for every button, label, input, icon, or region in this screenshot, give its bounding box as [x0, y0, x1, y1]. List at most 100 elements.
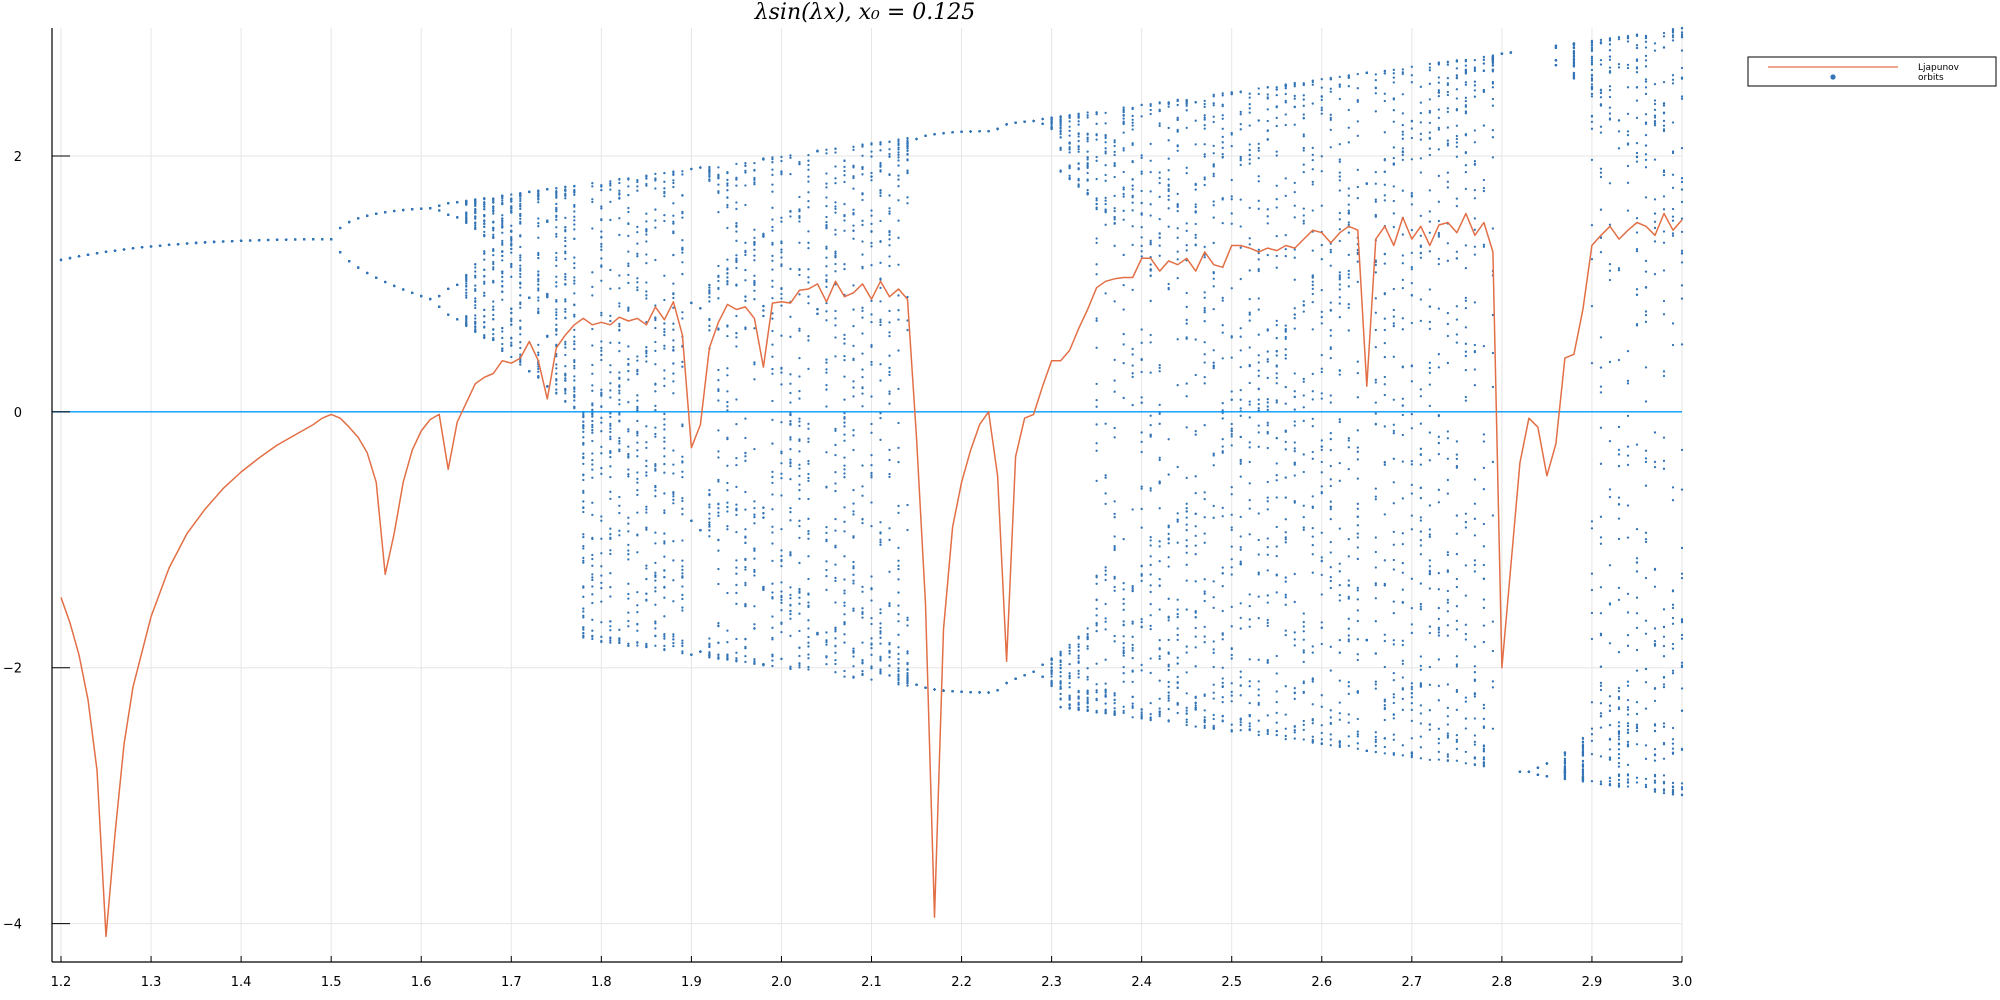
orbit-point: [726, 171, 729, 175]
orbit-point: [465, 221, 468, 225]
orbit-point: [645, 592, 648, 595]
orbit-point: [492, 212, 495, 215]
orbit-point: [609, 620, 612, 623]
orbit-point: [474, 263, 477, 266]
orbit-point: [897, 559, 900, 562]
orbit-point: [645, 253, 648, 256]
orbit-point: [519, 197, 522, 201]
orbit-point: [744, 558, 747, 561]
orbit-point: [771, 525, 774, 528]
orbit-point: [753, 274, 756, 277]
orbit-point: [843, 219, 846, 222]
orbit-point: [519, 234, 522, 237]
orbit-point: [798, 329, 801, 332]
orbit-point: [852, 560, 855, 564]
orbit-point: [609, 527, 612, 530]
orbit-point: [654, 432, 657, 436]
orbit-point: [474, 210, 477, 213]
orbit-point: [789, 634, 792, 638]
orbit-point: [627, 611, 630, 614]
orbit-point: [825, 485, 828, 488]
orbit-point: [780, 450, 783, 453]
orbit-point: [609, 182, 612, 185]
orbit-point: [618, 177, 621, 181]
orbit-point: [672, 559, 675, 562]
orbit-point: [609, 549, 612, 552]
orbit-point: [591, 200, 594, 204]
orbit-point: [852, 224, 855, 227]
orbit-point: [717, 210, 720, 214]
orbit-point: [600, 621, 603, 624]
orbit-point: [807, 437, 810, 440]
orbit-point: [492, 313, 495, 317]
orbit-point: [735, 591, 738, 595]
orbit-point: [672, 633, 675, 636]
orbit-point: [537, 351, 540, 354]
orbit-point: [537, 277, 540, 281]
orbit-point: [645, 240, 648, 243]
orbit-point: [771, 225, 774, 229]
orbit-point: [600, 265, 603, 268]
orbit-point: [654, 579, 657, 582]
orbit-point: [492, 233, 495, 236]
orbit-point: [726, 390, 729, 393]
orbit-point: [492, 305, 495, 308]
orbit-point: [807, 281, 810, 284]
orbit-point: [870, 363, 873, 366]
orbit-point: [681, 261, 684, 264]
orbit-point: [789, 438, 792, 441]
orbit-point: [546, 188, 549, 191]
orbit-point: [645, 464, 648, 468]
orbit-point: [798, 629, 801, 633]
orbit-point: [870, 647, 873, 650]
orbit-point: [627, 530, 630, 533]
orbit-point: [483, 225, 486, 229]
orbit-point: [357, 266, 360, 269]
orbit-point: [798, 216, 801, 220]
orbit-point: [798, 241, 801, 244]
orbit-point: [825, 152, 828, 155]
orbit-point: [879, 636, 882, 639]
orbit-point: [510, 198, 513, 201]
orbit-point: [681, 568, 684, 572]
orbit-point: [591, 578, 594, 582]
orbit-point: [573, 256, 576, 259]
orbit-point: [825, 525, 828, 529]
orbit-point: [834, 228, 837, 232]
orbit-point: [312, 238, 315, 241]
orbit-point: [906, 196, 909, 199]
orbit-point: [843, 165, 846, 169]
orbit-point: [906, 149, 909, 152]
orbit-point: [726, 276, 729, 279]
orbit-point: [600, 314, 603, 317]
orbit-point: [879, 320, 882, 324]
orbit-point: [870, 245, 873, 248]
orbit-point: [852, 434, 855, 437]
orbit-point: [627, 473, 630, 476]
orbit-point: [663, 471, 666, 474]
orbit-point: [600, 279, 603, 282]
orbit-point: [600, 257, 603, 260]
orbit-point: [843, 641, 846, 644]
orbit-point: [825, 451, 828, 454]
orbit-point: [663, 180, 666, 183]
orbit-point: [681, 475, 684, 479]
orbit-point: [771, 161, 774, 164]
orbit-point: [726, 525, 729, 528]
orbit-point: [483, 208, 486, 211]
orbit-point: [672, 185, 675, 189]
orbit-point: [573, 328, 576, 332]
orbit-point: [663, 377, 666, 380]
orbit-point: [636, 255, 639, 258]
orbit-point: [176, 243, 180, 246]
orbit-point: [897, 677, 900, 680]
orbit-point: [510, 341, 513, 344]
orbit-point: [753, 623, 756, 626]
orbit-point: [627, 516, 630, 519]
orbit-point: [591, 271, 594, 274]
orbit-point: [717, 641, 720, 645]
orbit-point: [636, 477, 639, 481]
orbit-point: [870, 476, 873, 479]
orbit-point: [672, 600, 675, 603]
